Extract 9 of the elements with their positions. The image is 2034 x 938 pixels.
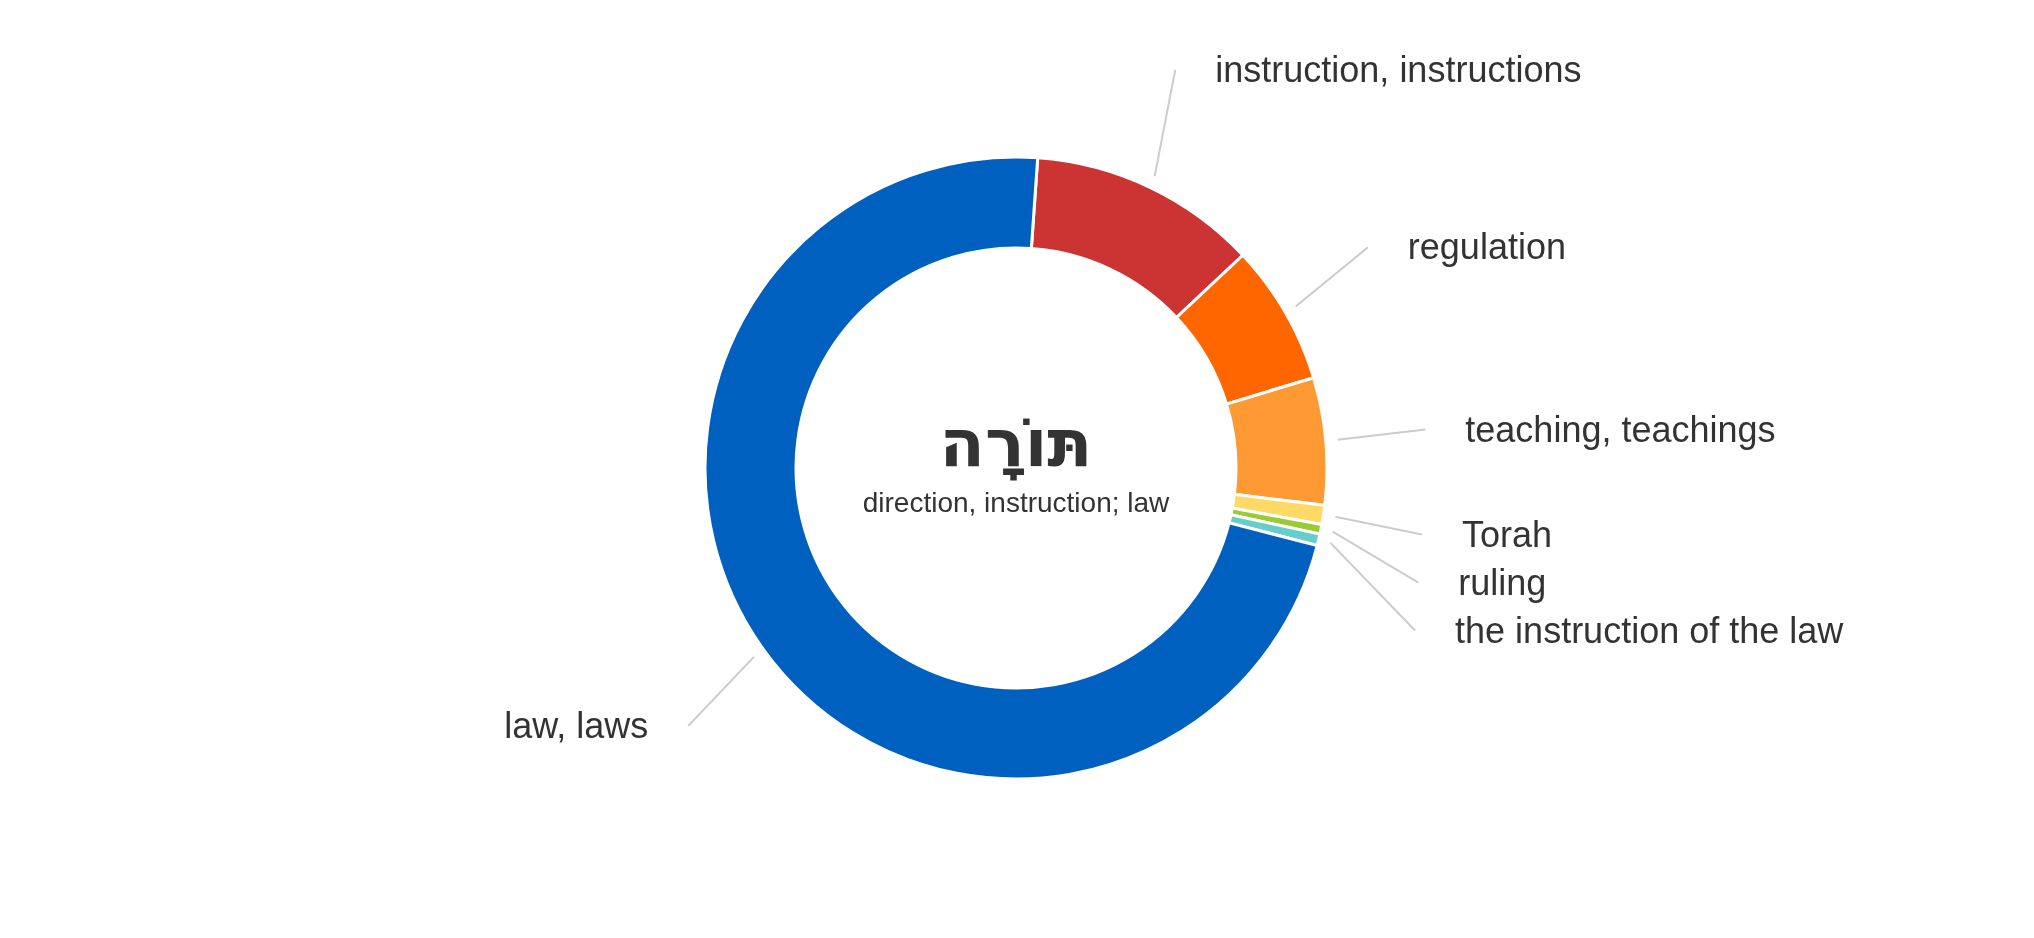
slice-label: regulation (1407, 226, 1566, 268)
text: תּוֹרָה (939, 405, 1093, 482)
slice-label: Torah (1461, 513, 1553, 555)
slice-label: teaching, teachings (1465, 408, 1776, 450)
slice-label: law, laws (504, 704, 649, 746)
slice-label: the instruction of the law (1455, 609, 1845, 651)
slice-label: ruling (1458, 561, 1547, 603)
text: direction, instruction; law (862, 487, 1171, 518)
slice-label: instruction, instructions (1215, 48, 1582, 90)
